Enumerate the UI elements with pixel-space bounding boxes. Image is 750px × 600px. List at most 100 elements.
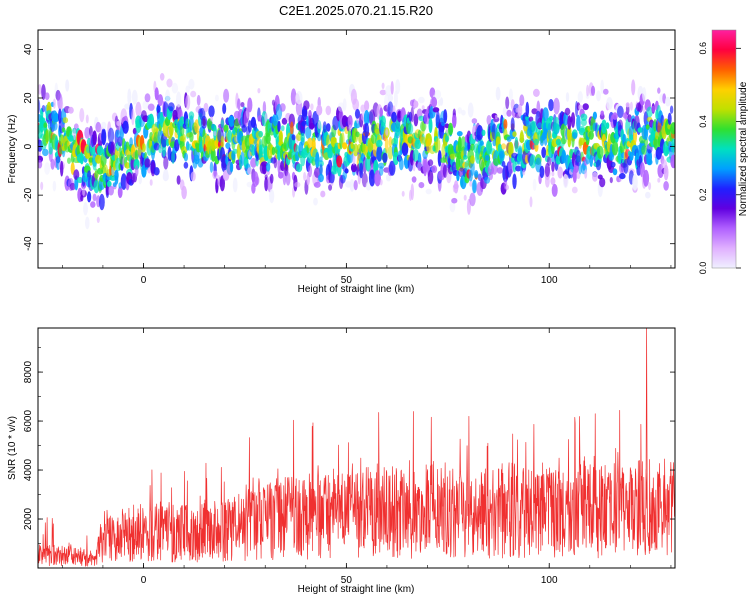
spectrogram-cell: [347, 115, 353, 129]
spectrogram-cell: [262, 163, 267, 175]
spectrogram-cell: [651, 105, 656, 113]
spectrogram-cell: [265, 133, 271, 145]
spectrogram-cell: [208, 105, 215, 118]
spectrogram-cell: [326, 123, 331, 132]
spectrogram-cell: [120, 173, 127, 190]
spectrogram-cell: [115, 129, 122, 138]
spectrogram-cell: [580, 113, 588, 121]
spectrogram-cell: [60, 100, 64, 110]
spectrogram-cell: [228, 115, 235, 127]
spectrogram-cell: [431, 96, 438, 108]
spectrogram-cell: [670, 154, 675, 169]
spectrogram-cell: [582, 103, 589, 111]
spectrogram-ylabel: Frequency (Hz): [7, 115, 18, 184]
spectrogram-cell: [586, 84, 590, 97]
spectrogram-cell: [663, 181, 669, 191]
spectrogram-cell: [62, 117, 69, 124]
chart-title: C2E1.2025.070.21.15.R20: [279, 3, 433, 18]
spectrogram-cell: [265, 162, 271, 172]
colorbar-label: Normalized spectral amplitude: [738, 81, 749, 216]
spectrogram-cell: [410, 106, 414, 123]
spectrogram-frame: [37, 29, 676, 269]
spectrogram-cell: [544, 162, 551, 178]
spectrogram-cell: [612, 112, 618, 120]
spectrogram-cell: [387, 94, 394, 102]
spectrogram-cell: [506, 109, 512, 117]
spectrogram-cell: [232, 148, 238, 154]
spectrogram-cell: [467, 102, 474, 118]
spectrogram-cell: [657, 87, 661, 94]
spectrogram-cell: [474, 170, 479, 179]
spectrogram-cell: [76, 176, 84, 184]
spectrogram-cell: [576, 114, 581, 131]
spectrogram-cell: [519, 94, 525, 106]
spectrogram-cell: [469, 192, 476, 207]
spectrogram-panel: 0 50 100 -40 -20 0 20 40 Height of straight lin…: [7, 29, 676, 295]
spectrogram-cell: [382, 152, 388, 163]
spectrogram-cell: [353, 143, 359, 157]
colorbar-frame: [711, 29, 737, 269]
spectrogram-cell: [645, 191, 651, 199]
spectrogram-cell: [456, 131, 463, 137]
spectrogram-cell: [512, 131, 517, 138]
x-tick-label: 0: [141, 575, 147, 586]
spectrogram-cell: [412, 149, 420, 162]
spectrogram-cell: [648, 182, 652, 191]
spectrogram-cell: [535, 157, 542, 173]
spectrogram-cell: [461, 109, 466, 116]
spectrogram-cell: [279, 103, 286, 112]
spectrogram-cell: [237, 98, 241, 110]
spectrogram-cell: [665, 96, 671, 107]
spectrogram-cell: [407, 123, 414, 135]
spectrogram-cell: [439, 123, 444, 139]
spectrogram-cell: [269, 173, 274, 184]
spectrogram-cell: [401, 190, 405, 197]
spectrogram-cell: [427, 159, 434, 167]
spectrogram-cell: [220, 135, 225, 150]
spectrogram-cell: [376, 139, 383, 148]
spectrogram-cell: [514, 136, 519, 153]
spectrogram-cell: [398, 157, 404, 171]
spectrogram-cell: [395, 79, 401, 95]
spectrogram-cell: [241, 124, 247, 133]
spectrogram-cell: [510, 117, 515, 132]
spectrogram-cell: [73, 169, 80, 181]
spectrogram-cell: [153, 167, 160, 176]
spectrogram-cell: [344, 168, 349, 174]
spectrogram-cell: [114, 175, 119, 185]
spectrogram-cell: [385, 85, 392, 97]
spectrogram-cell: [110, 141, 116, 158]
spectrogram-cell: [50, 158, 55, 170]
spectrogram-cell: [352, 153, 356, 166]
spectrogram-cell: [584, 169, 588, 179]
spectrogram-cell: [44, 92, 50, 100]
spectrogram-cell: [657, 177, 661, 183]
spectrogram-cell: [469, 180, 473, 187]
spectrogram-cell: [525, 101, 530, 118]
spectrogram-cell: [291, 134, 296, 141]
spectrogram-marks: [38, 73, 675, 230]
spectrogram-cell: [53, 112, 60, 123]
spectrogram-cell: [531, 108, 538, 115]
spectrogram-ticks: 0 50 100 -40 -20 0 20 40: [23, 30, 675, 286]
spectrogram-cell: [51, 121, 58, 131]
snr-series-line: [38, 328, 675, 567]
spectrogram-cell: [376, 145, 383, 162]
spectrogram-cell: [277, 149, 281, 161]
spectrogram-cell: [439, 97, 444, 106]
spectrogram-cell: [453, 180, 459, 194]
spectrogram-cell: [185, 94, 191, 110]
spectrogram-cell: [629, 101, 633, 111]
spectrogram-cell: [670, 122, 675, 135]
spectrogram-cell: [481, 129, 486, 136]
spectrogram-cell: [522, 169, 526, 176]
spectrogram-cell: [342, 142, 348, 150]
spectrogram-cell: [85, 114, 89, 124]
spectrogram-cell: [365, 156, 372, 172]
spectrogram-cell: [641, 145, 648, 155]
spectrogram-cell: [295, 163, 303, 173]
spectrogram-cell: [257, 88, 261, 94]
spectrogram-cell: [470, 155, 475, 164]
spectrogram-cell: [348, 124, 352, 132]
spectrogram-cell: [96, 145, 104, 156]
